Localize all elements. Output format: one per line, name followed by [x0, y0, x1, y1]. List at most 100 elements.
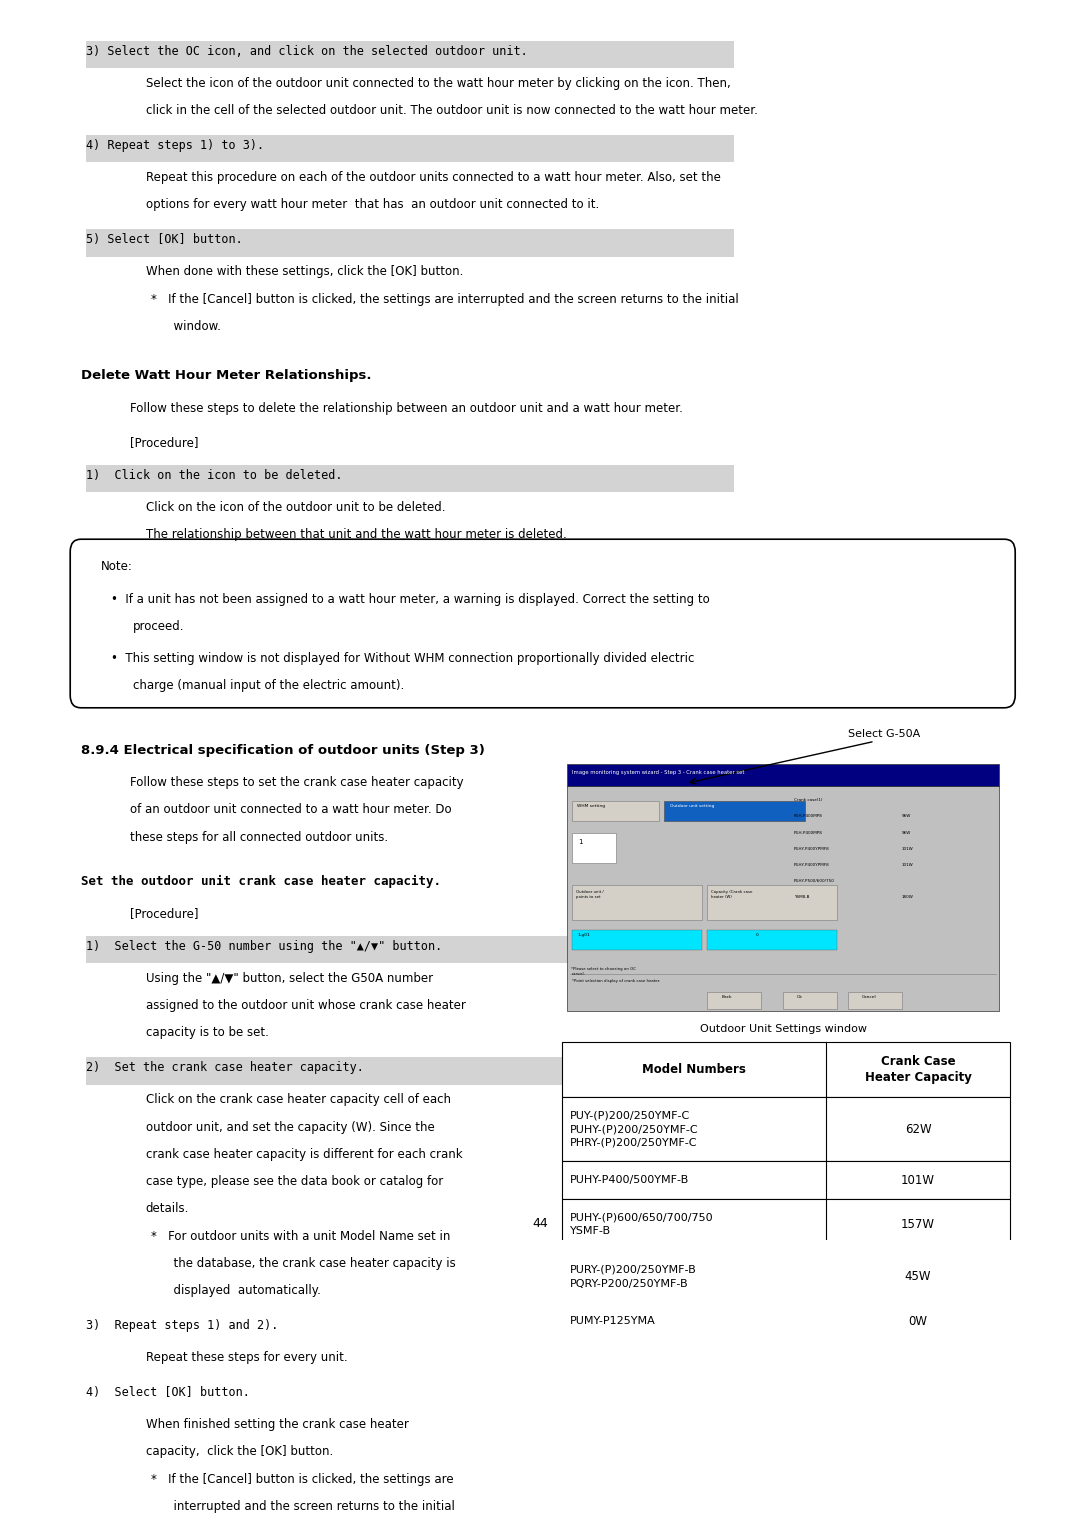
Text: PUH-P400MP8: PUH-P400MP8: [794, 814, 823, 819]
FancyBboxPatch shape: [783, 991, 837, 1010]
Text: [Procedure]: [Procedure]: [130, 436, 198, 450]
FancyBboxPatch shape: [562, 1199, 1010, 1250]
Text: Select G-50A: Select G-50A: [848, 729, 920, 740]
Text: Select the icon of the outdoor unit connected to the watt hour meter by clicking: Select the icon of the outdoor unit conn…: [146, 76, 730, 90]
FancyBboxPatch shape: [567, 785, 999, 1011]
FancyBboxPatch shape: [664, 801, 805, 820]
Text: PUHY-P400YPMF8: PUHY-P400YPMF8: [794, 863, 829, 866]
FancyBboxPatch shape: [86, 136, 734, 162]
Text: •  This setting window is not displayed for Without WHM connection proportionall: • This setting window is not displayed f…: [111, 653, 694, 665]
FancyBboxPatch shape: [562, 1302, 1010, 1340]
Text: 3)  Repeat steps 1) and 2).: 3) Repeat steps 1) and 2).: [86, 1319, 279, 1331]
Text: capacity is to be set.: capacity is to be set.: [146, 1026, 269, 1040]
Text: PUHY-P400YPMF8: PUHY-P400YPMF8: [794, 846, 829, 851]
Text: PUHY-(P)600/650/700/750
YSMF-B: PUHY-(P)600/650/700/750 YSMF-B: [570, 1212, 714, 1237]
Text: When done with these settings, click the [OK] button.: When done with these settings, click the…: [146, 265, 463, 278]
Text: details.: details.: [146, 1202, 189, 1215]
FancyBboxPatch shape: [562, 1043, 1010, 1096]
Text: When finished setting the crank case heater: When finished setting the crank case hea…: [146, 1418, 408, 1430]
Text: Using the "▲/▼" button, select the G50A number: Using the "▲/▼" button, select the G50A …: [146, 971, 433, 985]
Text: 1-g01: 1-g01: [578, 933, 591, 938]
Text: Click on the icon of the outdoor unit to be deleted.: Click on the icon of the outdoor unit to…: [146, 500, 445, 514]
Text: 4)  Select [OK] button.: 4) Select [OK] button.: [86, 1386, 251, 1398]
Text: 180W: 180W: [902, 895, 914, 898]
Text: Capacity (Crank case
heater (W): Capacity (Crank case heater (W): [711, 891, 752, 898]
FancyBboxPatch shape: [567, 764, 999, 785]
FancyBboxPatch shape: [86, 936, 599, 964]
FancyBboxPatch shape: [572, 833, 616, 863]
Text: 45W: 45W: [905, 1270, 931, 1283]
Text: Repeat these steps for every unit.: Repeat these steps for every unit.: [146, 1351, 348, 1365]
FancyBboxPatch shape: [86, 1382, 599, 1409]
Text: Model Numbers: Model Numbers: [642, 1063, 746, 1077]
Text: Delete Watt Hour Meter Relationships.: Delete Watt Hour Meter Relationships.: [81, 369, 372, 383]
Text: Set the outdoor unit crank case heater capacity.: Set the outdoor unit crank case heater c…: [81, 875, 441, 888]
FancyBboxPatch shape: [86, 1315, 599, 1342]
Text: crank case heater capacity is different for each crank: crank case heater capacity is different …: [146, 1148, 462, 1161]
FancyBboxPatch shape: [707, 991, 761, 1010]
Text: 8.9.4 Electrical specification of outdoor units (Step 3): 8.9.4 Electrical specification of outdoo…: [81, 744, 485, 756]
Text: PUMY-P125YMA: PUMY-P125YMA: [570, 1316, 656, 1327]
Text: 1)  Click on the icon to be deleted.: 1) Click on the icon to be deleted.: [86, 468, 343, 482]
Text: Crank Case
Heater Capacity: Crank Case Heater Capacity: [865, 1055, 971, 1084]
Text: 62W: 62W: [905, 1122, 931, 1136]
Text: 1)  Select the G-50 number using the "▲/▼" button.: 1) Select the G-50 number using the "▲/▼…: [86, 939, 443, 953]
Text: *   For outdoor units with a unit Model Name set in: * For outdoor units with a unit Model Na…: [151, 1229, 450, 1243]
Text: outdoor unit, and set the capacity (W). Since the: outdoor unit, and set the capacity (W). …: [146, 1121, 434, 1133]
Text: interrupted and the screen returns to the initial: interrupted and the screen returns to th…: [151, 1501, 455, 1513]
Text: Note:: Note:: [100, 560, 133, 573]
FancyBboxPatch shape: [562, 1250, 1010, 1302]
FancyBboxPatch shape: [572, 930, 702, 950]
Text: 3) Select the OC icon, and click on the selected outdoor unit.: 3) Select the OC icon, and click on the …: [86, 44, 528, 58]
FancyBboxPatch shape: [572, 801, 659, 820]
Text: Cancel: Cancel: [862, 996, 877, 999]
FancyBboxPatch shape: [572, 884, 702, 920]
Text: capacity,  click the [OK] button.: capacity, click the [OK] button.: [146, 1446, 333, 1458]
Text: 2)  Set the crank case heater capacity.: 2) Set the crank case heater capacity.: [86, 1061, 364, 1074]
Text: the database, the crank case heater capacity is: the database, the crank case heater capa…: [151, 1257, 456, 1270]
Text: Ok: Ok: [797, 996, 802, 999]
Text: Outdoor unit setting: Outdoor unit setting: [670, 805, 714, 808]
Text: The relationship between that unit and the watt hour meter is deleted.: The relationship between that unit and t…: [146, 528, 567, 541]
Text: Image monitoring system wizard - Step 3 - Crank case heater set: Image monitoring system wizard - Step 3 …: [572, 770, 745, 775]
Text: YSM8-B: YSM8-B: [794, 895, 809, 898]
Text: 96W: 96W: [902, 831, 912, 834]
Text: 44: 44: [532, 1217, 548, 1231]
Text: PUHY-P400/500YMF-B: PUHY-P400/500YMF-B: [570, 1176, 689, 1185]
FancyBboxPatch shape: [70, 540, 1015, 708]
Text: charge (manual input of the electric amount).: charge (manual input of the electric amo…: [133, 679, 404, 692]
Text: *   If the [Cancel] button is clicked, the settings are interrupted and the scre: * If the [Cancel] button is clicked, the…: [151, 293, 739, 305]
Text: 0W: 0W: [908, 1315, 928, 1328]
FancyBboxPatch shape: [562, 1096, 1010, 1162]
Text: Repeat this procedure on each of the outdoor units connected to a watt hour mete: Repeat this procedure on each of the out…: [146, 171, 720, 185]
Text: Follow these steps to delete the relationship between an outdoor unit and a watt: Follow these steps to delete the relatio…: [130, 401, 683, 415]
FancyBboxPatch shape: [86, 41, 734, 69]
Text: *Point selection display of crank case heater.: *Point selection display of crank case h…: [572, 979, 661, 984]
Text: these steps for all connected outdoor units.: these steps for all connected outdoor un…: [130, 831, 388, 843]
Text: *Please select to choosing on OC
cancel.: *Please select to choosing on OC cancel.: [571, 967, 636, 976]
Text: 96W: 96W: [902, 814, 912, 819]
Text: [Procedure]: [Procedure]: [130, 907, 198, 921]
Text: 101W: 101W: [902, 863, 914, 866]
Text: proceed.: proceed.: [133, 619, 185, 633]
Text: *   If the [Cancel] button is clicked, the settings are: * If the [Cancel] button is clicked, the…: [151, 1473, 454, 1485]
Text: WHM setting: WHM setting: [577, 805, 605, 808]
Text: Outdoor Unit Settings window: Outdoor Unit Settings window: [700, 1023, 866, 1034]
FancyBboxPatch shape: [848, 991, 902, 1010]
FancyBboxPatch shape: [86, 1057, 599, 1084]
Text: •  If a unit has not been assigned to a watt hour meter, a warning is displayed.: • If a unit has not been assigned to a w…: [111, 593, 710, 605]
Text: 101W: 101W: [901, 1174, 935, 1186]
Text: 5) Select [OK] button.: 5) Select [OK] button.: [86, 233, 243, 246]
FancyBboxPatch shape: [86, 229, 734, 256]
FancyBboxPatch shape: [707, 930, 837, 950]
Text: case type, please see the data book or catalog for: case type, please see the data book or c…: [146, 1176, 443, 1188]
Text: assigned to the outdoor unit whose crank case heater: assigned to the outdoor unit whose crank…: [146, 999, 465, 1013]
Text: displayed  automatically.: displayed automatically.: [151, 1284, 321, 1298]
Text: 1: 1: [578, 839, 582, 845]
FancyBboxPatch shape: [562, 1162, 1010, 1199]
Text: 157W: 157W: [901, 1218, 935, 1231]
Text: 4) Repeat steps 1) to 3).: 4) Repeat steps 1) to 3).: [86, 139, 265, 153]
Text: PUY-(P)200/250YMF-C
PUHY-(P)200/250YMF-C
PHRY-(P)200/250YMF-C: PUY-(P)200/250YMF-C PUHY-(P)200/250YMF-C…: [570, 1110, 699, 1148]
Text: Back: Back: [721, 996, 732, 999]
Text: click in the cell of the selected outdoor unit. The outdoor unit is now connecte: click in the cell of the selected outdoo…: [146, 104, 758, 117]
